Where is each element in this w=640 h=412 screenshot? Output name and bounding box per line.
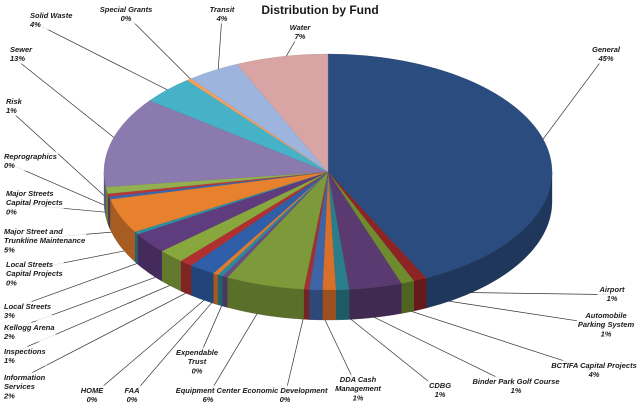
slice-label-bg <box>98 4 154 24</box>
slice-label-bg <box>28 10 74 30</box>
slice-side-dda-cash-management <box>308 289 323 321</box>
leader-line-inspections <box>3 275 192 357</box>
leader-line-special-grants <box>125 14 195 84</box>
slice-label-bg <box>5 96 24 116</box>
slice-label-local-streets-capital-projects: Local Streets Capital Projects 0% <box>6 260 63 287</box>
slice-label-bg <box>2 322 56 342</box>
slice-labels: General 45% Airport 1% Automobile Parking Sys… <box>2 4 638 405</box>
slice-side-home <box>213 273 219 305</box>
slice-label-bg <box>576 310 636 339</box>
slice-label-dda-cash-management: DDA Cash Management 1% <box>335 375 381 402</box>
slice-label-bg <box>3 301 53 321</box>
leader-line-general <box>537 54 607 147</box>
chart-title: Distribution by Fund <box>261 3 378 17</box>
leader-line-transit <box>217 14 223 75</box>
slice-label-bg <box>288 22 313 42</box>
slice-label-bg <box>427 380 453 400</box>
slice-label-special-grants: Special Grants 0% <box>100 5 153 23</box>
slice-label-bctifa-capital-projects: BCTIFA Capital Projects 4% <box>551 361 637 379</box>
slice-side-economic-development <box>303 289 310 320</box>
slice-side-binder-park-golf-course <box>335 289 350 321</box>
slice-label-inspections: Inspections 1% <box>4 347 46 365</box>
slice-label-bg <box>3 151 58 171</box>
slice-label-risk: Risk 1% <box>6 97 23 115</box>
slice-water <box>236 53 329 173</box>
slice-sewer <box>103 100 329 187</box>
slice-label-automobile-parking-system: Automobile Parking System 1% <box>578 311 635 338</box>
slice-label-faa: FAA 0% <box>125 386 140 404</box>
leader-line-home <box>91 286 221 396</box>
slice-label-bg <box>208 4 236 24</box>
slice-side-major-streets-capital-projects <box>108 196 111 230</box>
slice-label-bg <box>471 376 561 396</box>
slice-label-bg <box>123 385 141 405</box>
pie-tops <box>103 53 553 291</box>
slice-label-bg <box>2 372 47 401</box>
slice-label-reprographics: Reprographics 0% <box>4 152 57 170</box>
slice-label-water: Water 7% <box>290 23 312 41</box>
leader-line-kellogg-arena <box>3 268 178 333</box>
slice-label-cdbg: CDBG 1% <box>429 381 451 399</box>
slice-side-cdbg <box>322 289 336 321</box>
slice-side-faa <box>217 274 223 307</box>
slice-label-solid-waste: Solid Waste 4% <box>29 11 72 29</box>
slice-side-reprographics <box>107 193 110 227</box>
slice-side-local-streets-capital-projects <box>134 231 138 265</box>
slice-label-bg <box>334 374 383 403</box>
slice-label-major-streets-capital-projects: Major Streets Capital Projects 0% <box>6 189 63 216</box>
slice-label-home: HOME 0% <box>81 386 104 404</box>
slice-label-bg <box>9 44 35 64</box>
slice-general <box>327 53 553 279</box>
slice-label-bg <box>5 259 64 288</box>
leader-line-faa <box>131 287 225 396</box>
slice-label-bg <box>550 360 638 380</box>
slice-label-major-street-and-trunkline-maintenance: Major Street and Trunkline Maintenance 5% <box>4 227 85 254</box>
slice-side-automobile-parking-system <box>401 280 415 314</box>
slice-side-expendable-trust <box>222 275 228 308</box>
leader-line-information-services <box>3 281 208 388</box>
slice-label-general: General 45% <box>592 45 621 63</box>
slice-label-bg <box>591 44 622 64</box>
slice-label-kellogg-arena: Kellogg Arena 2% <box>3 323 55 341</box>
slice-label-bg <box>5 188 64 217</box>
slice-label-local-streets: Local Streets 3% <box>4 302 51 320</box>
slice-label-transit: Transit 4% <box>210 5 235 23</box>
slice-label-bg <box>79 385 106 405</box>
slice-label-bg <box>3 226 87 255</box>
slice-label-bg <box>241 385 330 405</box>
slice-label-sewer: Sewer 13% <box>10 45 33 63</box>
slice-label-binder-park-golf-course: Binder Park Golf Course 1% <box>472 377 559 395</box>
slice-label-bg <box>174 385 243 405</box>
slice-label-bg <box>3 346 47 366</box>
leader-line-sewer <box>9 54 121 143</box>
slice-label-economic-development: Economic Development 0% <box>242 386 328 404</box>
slice-label-airport: Airport 1% <box>599 285 626 303</box>
slice-side-inspections <box>180 260 192 296</box>
leader-line-solid-waste <box>29 20 174 94</box>
slice-label-information-services: Information Services 2% <box>3 373 46 400</box>
slice-side-airport <box>413 277 427 312</box>
leader-line-risk <box>5 106 116 207</box>
slice-label-equipment-center: Equipment Center 6% <box>176 386 242 404</box>
slice-label-expendable-trust: Expendable Trust 0% <box>176 348 218 375</box>
slice-label-bg <box>597 284 626 304</box>
slice-label-bg <box>174 347 220 376</box>
